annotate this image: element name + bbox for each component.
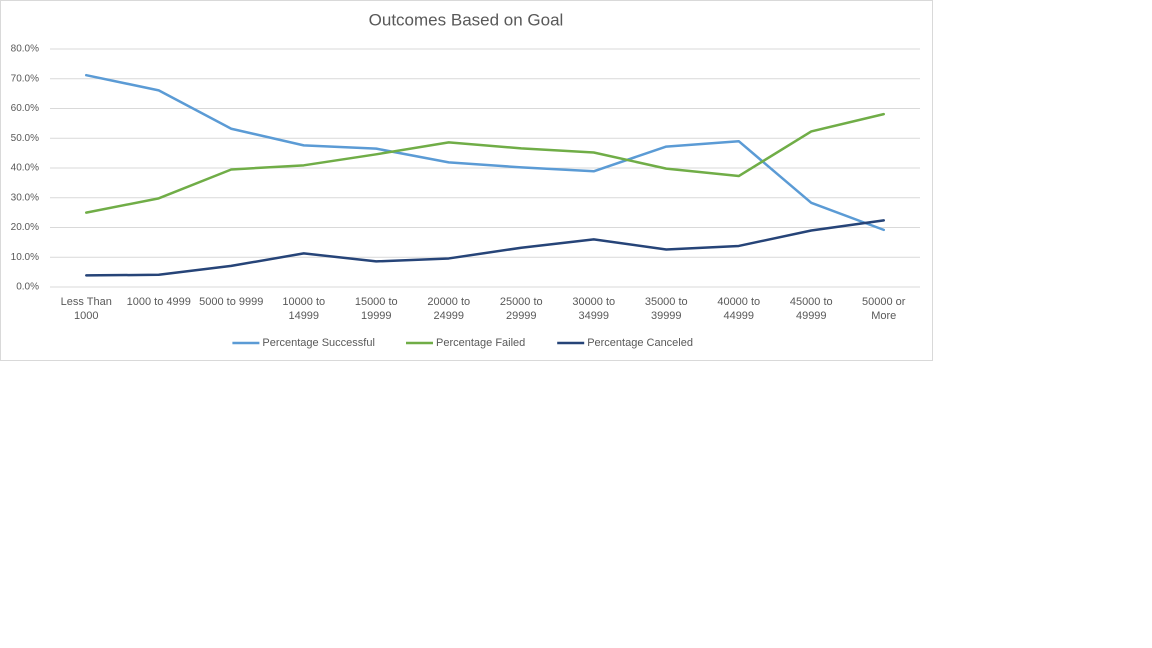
series-line (85, 112, 885, 214)
y-tick-label: 10.0% (11, 252, 39, 263)
x-tick-label: 40000 to 44999 (717, 296, 761, 322)
y-tick-label: 80.0% (11, 44, 39, 55)
x-tick-label: 35000 to 39999 (644, 296, 688, 322)
y-tick-label: 20.0% (11, 222, 39, 233)
y-tick-label: 70.0% (11, 73, 39, 84)
x-tick-label: 20000 to 24999 (427, 296, 471, 322)
x-tick-label: 45000 to 49999 (789, 296, 833, 322)
y-tick-label: 40.0% (11, 163, 39, 174)
x-tick-label: 10000 to 14999 (282, 296, 326, 322)
chart-title: Outcomes Based on Goal (369, 10, 564, 29)
chart: Outcomes Based on Goal 0.0% 10.0% 20.0% 30.… (11, 10, 920, 349)
y-tick-label: 60.0% (11, 103, 39, 114)
x-tick-label: 25000 to 29999 (499, 296, 543, 322)
series-line (85, 219, 885, 277)
y-tick-label: 50.0% (11, 133, 39, 144)
x-tick-label: 50000 or More (862, 296, 906, 322)
x-tick-label: 15000 to 19999 (354, 296, 398, 322)
legend-label: Percentage Successful (262, 337, 375, 349)
legend-label: Percentage Failed (436, 337, 525, 349)
x-tick-label: 1000 to 4999 (126, 296, 191, 308)
x-tick-label: 30000 to 34999 (572, 296, 616, 322)
y-tick-label: 0.0% (16, 282, 39, 293)
y-tick-label: 30.0% (11, 192, 39, 203)
x-tick-label: 5000 to 9999 (199, 296, 264, 308)
series-line (85, 73, 885, 232)
x-tick-label: Less Than 1000 (60, 296, 112, 322)
chart-frame (0, 0, 933, 361)
legend-label: Percentage Canceled (587, 337, 693, 349)
